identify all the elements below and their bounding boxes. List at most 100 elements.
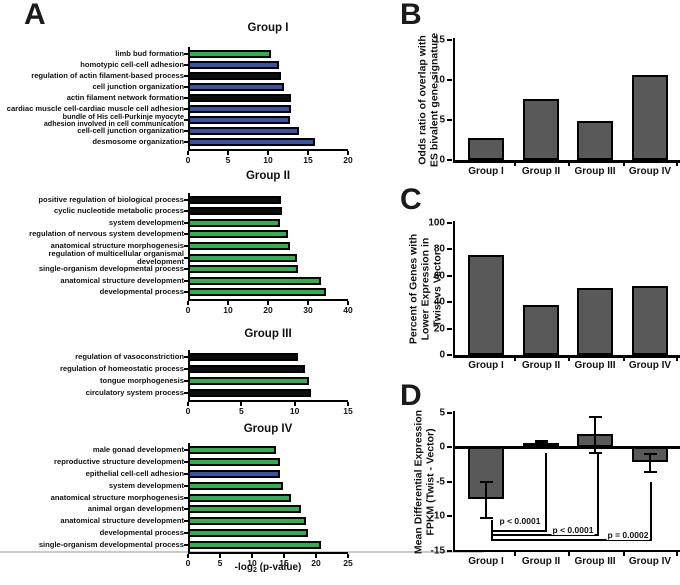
y-axis-title: Odds ratio of overlap with ES bivalent g… [416,32,440,168]
x-tick-label: 5 [238,406,244,416]
bar-row: male gonad development [0,444,392,456]
panel-b-letter: B [400,0,422,31]
x-category-label: Group IV [628,360,672,371]
category-label: tongue morphogenesis [100,376,184,386]
y-tick-mark [447,301,452,304]
bar-row: circulatory system process [0,387,392,399]
bar [188,541,322,550]
x-tick-mark [267,151,269,155]
category-tick [184,356,188,358]
x-tick-mark [187,402,189,406]
x-tick-label: 5 [217,558,223,568]
bar [188,71,281,80]
error-bar-cap [534,440,548,443]
x-tick-mark [227,151,229,155]
x-tick-mark [347,554,349,558]
y-tick-label: 0 [439,349,445,361]
x-tick-label: 20 [263,305,273,315]
error-bar-cap [479,517,493,520]
category-label: regulation of vasoconstriction [75,352,184,362]
y-axis-line [452,221,455,357]
y-tick-label: 0 [439,154,445,166]
bar-row: system development [0,480,392,492]
error-bar-line [648,453,652,472]
category-label: regulation of multicellular organismal d… [48,248,184,266]
category-tick [184,141,188,144]
bar-row: cell-cell junction organization [0,126,392,137]
bar-row: tongue morphogenesis [0,375,392,387]
bar [188,253,298,262]
x-tick-mark [251,554,253,558]
bar [188,265,298,274]
bar-row: regulation of actin filament-based proce… [0,70,392,81]
x-axis: 0 5 10 15 [186,400,353,416]
y-tick-label: -15 [430,545,445,556]
bar [188,49,272,58]
x-axis-title-part: 2 [252,567,257,574]
x-tick-label: 10 [289,406,300,416]
x-category-label: Group II [521,166,561,177]
category-label: single-organism developmental process [38,540,184,550]
bar [577,120,613,160]
x-boundary-tick [622,551,625,556]
x-tick-label: 15 [303,155,313,165]
y-axis-line [452,411,455,551]
category-label: actin filament network formation [66,93,184,102]
y-tick-mark [447,39,452,41]
bar-area [188,206,348,218]
bar [188,276,322,285]
category-label: single-organism developmental process [38,264,184,274]
category-label: circulatory system process [85,388,184,398]
y-tick-mark [447,446,452,448]
bar-area [188,287,348,299]
x-tick-mark [219,554,221,558]
x-boundary-tick [568,551,570,556]
x-axis-title-part: (p-value) [256,562,302,573]
go-chart-group-iv: Group IV male gonad development reproducti… [0,423,392,574]
y-axis-line [452,38,455,162]
x-tick-label: 20 [343,155,353,165]
mean-diff-expression-chart: Mean Differential Expression FPKM (Twist… [395,385,680,585]
y-tick-mark [447,411,452,414]
bar-row: bundle of His cell-Purkinje myocyte adhe… [0,113,392,127]
category-label: limb bud formation [115,48,184,58]
chart-title: Group IV [243,423,293,435]
bar [188,195,282,204]
y-tick-label: 5 [439,114,445,126]
y-tick-label: 100 [428,217,445,229]
y-tick-mark [447,159,452,161]
sig-bracket-horizontal [491,534,599,536]
error-bar-cap [479,480,493,483]
x-axis-title: -log2 (p-value) [188,562,348,574]
bar-area [188,351,348,363]
x-tick-mark [240,402,243,406]
category-tick [184,532,188,535]
bar-row: anatomical structure morphogenesis [0,492,392,504]
category-tick [184,520,188,523]
category-label: anatomical structure development [60,275,184,285]
bar [632,286,668,355]
category-label: anatomical structure morphogenesis [50,492,184,502]
y-tick-label: 20 [433,323,445,335]
bar-row: single-organism developmental process [0,263,392,275]
category-tick [184,74,188,77]
category-tick [184,63,188,66]
bar-row: cell junction organization [0,81,392,92]
y-tick-label: -5 [436,476,445,487]
bar [468,447,504,500]
y-tick-label: 5 [439,407,445,418]
bar-rows: male gonad development reproductive struc… [0,444,392,551]
bar-area [188,229,348,241]
x-tick-label: 25 [343,558,353,568]
y-axis-line [188,193,190,299]
odds-ratio-chart: Odds ratio of overlap with ES bivalent g… [395,0,680,185]
category-tick [184,245,188,248]
bar-area [188,104,348,115]
bar-area [188,240,348,252]
bar-area [188,70,348,81]
category-tick [184,460,188,463]
y-tick-label: 15 [433,34,445,46]
x-tick-mark [347,402,349,406]
bar-area [188,468,348,480]
x-boundary-tick [622,357,625,361]
